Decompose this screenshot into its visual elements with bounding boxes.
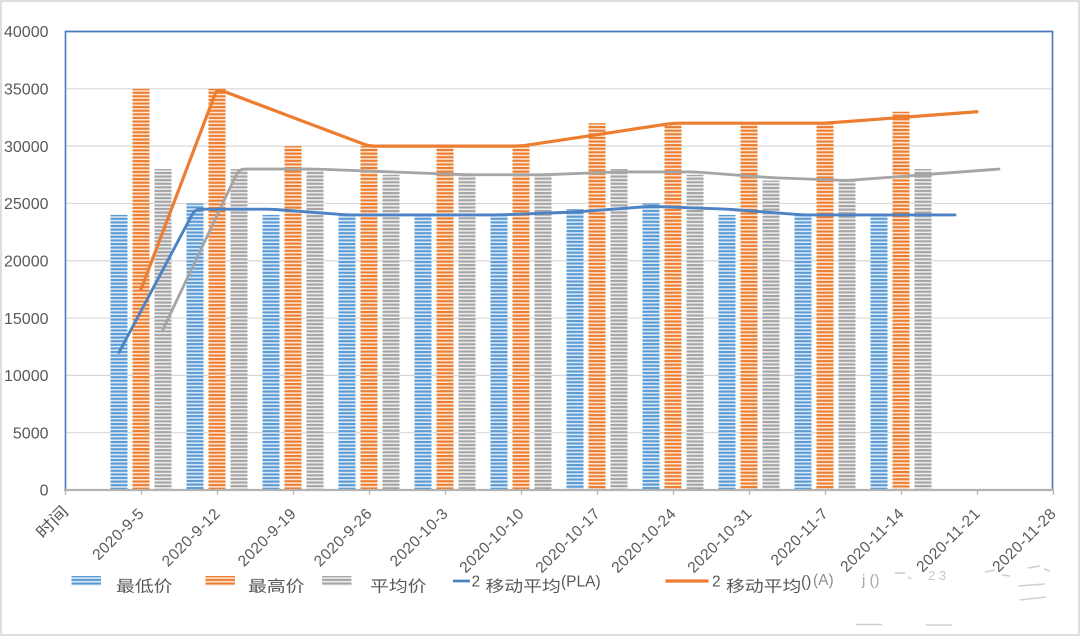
svg-text:35000: 35000 — [4, 82, 49, 99]
svg-text:15000: 15000 — [4, 311, 49, 328]
svg-text:40000: 40000 — [4, 24, 49, 41]
svg-text:(PLA): (PLA) — [561, 574, 601, 591]
svg-text:2: 2 — [712, 574, 721, 591]
svg-text:10000: 10000 — [4, 368, 49, 385]
svg-text:30000: 30000 — [4, 139, 49, 156]
svg-text:2: 2 — [472, 574, 481, 591]
svg-text:2 3: 2 3 — [928, 568, 946, 583]
svg-text:5000: 5000 — [13, 425, 49, 442]
svg-text:20000: 20000 — [4, 253, 49, 270]
svg-text:j (): j () — [861, 572, 880, 589]
svg-text:25000: 25000 — [4, 196, 49, 213]
svg-text:0: 0 — [40, 483, 49, 500]
svg-text:(A): (A) — [813, 572, 834, 589]
svg-text:(): () — [801, 574, 811, 591]
